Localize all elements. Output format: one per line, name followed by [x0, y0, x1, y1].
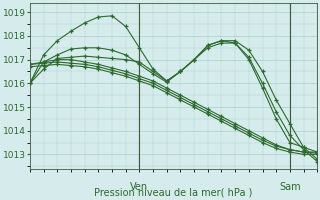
Text: Sam: Sam [279, 182, 301, 192]
X-axis label: Pression niveau de la mer( hPa ): Pression niveau de la mer( hPa ) [94, 187, 253, 197]
Text: Ven: Ven [130, 182, 148, 192]
